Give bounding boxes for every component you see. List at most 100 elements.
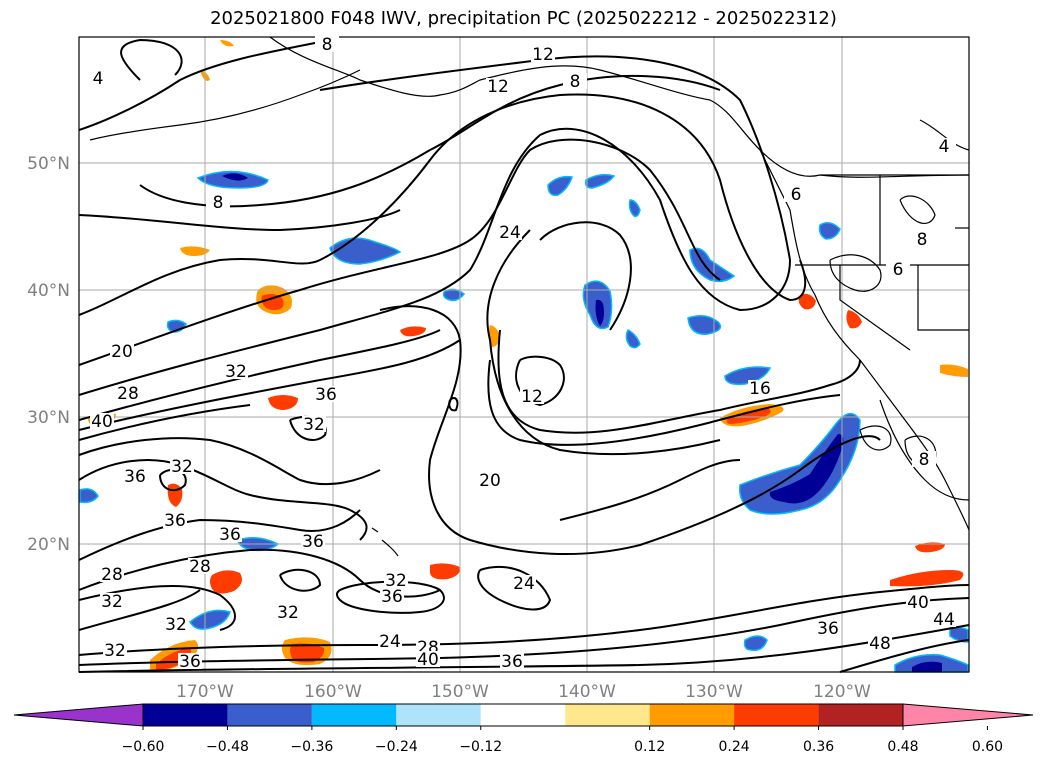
colorbar-segment [818,704,903,726]
contour-line [78,589,201,631]
precip-blob [595,299,604,326]
contour-label: 28 [189,557,211,577]
precip-blob [400,326,426,337]
contour-line [78,584,236,631]
contour-label-bg [276,604,300,620]
map-area [79,37,969,672]
precip-blob [268,395,298,410]
contour-label: 6 [893,260,904,280]
contour-label: 20 [479,471,501,491]
contour-label-bg [100,566,124,582]
contour-label-bg [784,186,808,202]
contour-label: 36 [315,385,337,405]
contour-label: 32 [104,641,126,661]
contour-label: 44 [933,610,955,630]
lon-label: 120°W [813,682,871,702]
contour-label: 32 [277,603,299,623]
colorbar-tick-label: 0.48 [887,739,918,755]
contour-label: 36 [179,652,201,672]
contour-label: 48 [869,634,891,654]
colorbar-tick-labels: −0.60 −0.48 −0.36 −0.24 −0.12 0.12 0.24 0.36 0.4… [122,726,1003,755]
contour-line [379,305,881,556]
colorbar-tick-label: −0.12 [459,739,502,755]
latitude-labels: 50°N 40°N 30°N 20°N [27,154,70,555]
contour-label-bg [178,653,202,669]
lat-label: 50°N [27,154,70,174]
contour-label: 36 [817,619,839,639]
lon-label: 160°W [304,682,362,702]
contour-label: 8 [919,450,930,470]
contour-line [78,404,251,441]
contour-label: 36 [302,532,324,552]
contour-label-bg [378,633,402,649]
coastline-hawaii [371,527,399,557]
precip-blob [798,293,816,310]
contour-label: 24 [499,223,521,243]
contour-label-bg [868,635,892,651]
precip-blob [890,570,964,587]
contour-label-bg [748,380,772,396]
coastlines [89,36,970,557]
precip-blob [290,643,325,663]
precip-blob [743,635,768,652]
contour-line [120,38,183,81]
colorbar-segment [396,704,481,726]
map-frame [78,36,970,673]
contour-line [78,459,368,541]
contour-label: 6 [791,185,802,205]
precip-blob [689,247,736,283]
contour-line [486,229,721,456]
contour-label: 40 [91,412,113,432]
contour-label-bg [912,451,936,467]
precip-blob [628,199,641,218]
contour-line [78,509,361,561]
contour-label-bg [302,416,326,432]
contour-label-bg [301,533,325,549]
contour-label: 8 [917,230,928,250]
colorbar-tick-label: 0.60 [972,739,1003,755]
contour-line [487,359,841,446]
precip-blob [846,310,862,329]
contour-label-bg [531,46,555,62]
contour-label-bg [500,653,524,669]
colorbar-segment [649,704,735,726]
precip-blob [210,570,242,594]
contour-line [477,565,552,611]
contour-label: 12 [487,77,509,97]
contour-label: 40 [417,650,439,670]
precip-blob [726,408,771,424]
map-content [78,36,970,673]
iwv-contours [78,38,970,673]
precip-blob [912,661,942,672]
contour-line [279,568,322,592]
contour-label: 24 [379,632,401,652]
contour-label: 24 [513,574,535,594]
contour-label: 36 [164,511,186,531]
contour-line [78,39,331,131]
colorbar-segment [480,704,566,726]
colorbar-segment [143,704,228,726]
precip-blob [180,246,210,256]
precip-blob [687,315,722,335]
precip-blob [818,222,841,240]
colorbar-segment [311,704,397,726]
contour-label: 12 [532,45,554,65]
contour-line [515,355,565,407]
colorbar-outline [142,703,904,727]
contour-label: 32 [225,362,247,382]
contour-label: 40 [907,593,929,613]
precip-blob [547,175,573,197]
precip-blob [79,488,99,504]
coastline-baja [879,399,970,501]
colorbar-tick-label: 0.36 [803,739,834,755]
contour-label-bg [116,385,140,401]
lon-label: 170°W [176,682,234,702]
contour-label-bg [86,70,110,86]
precip-blob [329,237,402,265]
precip-blob [220,40,234,47]
contour-label-bg [100,593,124,609]
contour-line [839,639,970,673]
contour-label-bg [103,642,127,658]
contour-label-bg [314,386,338,402]
